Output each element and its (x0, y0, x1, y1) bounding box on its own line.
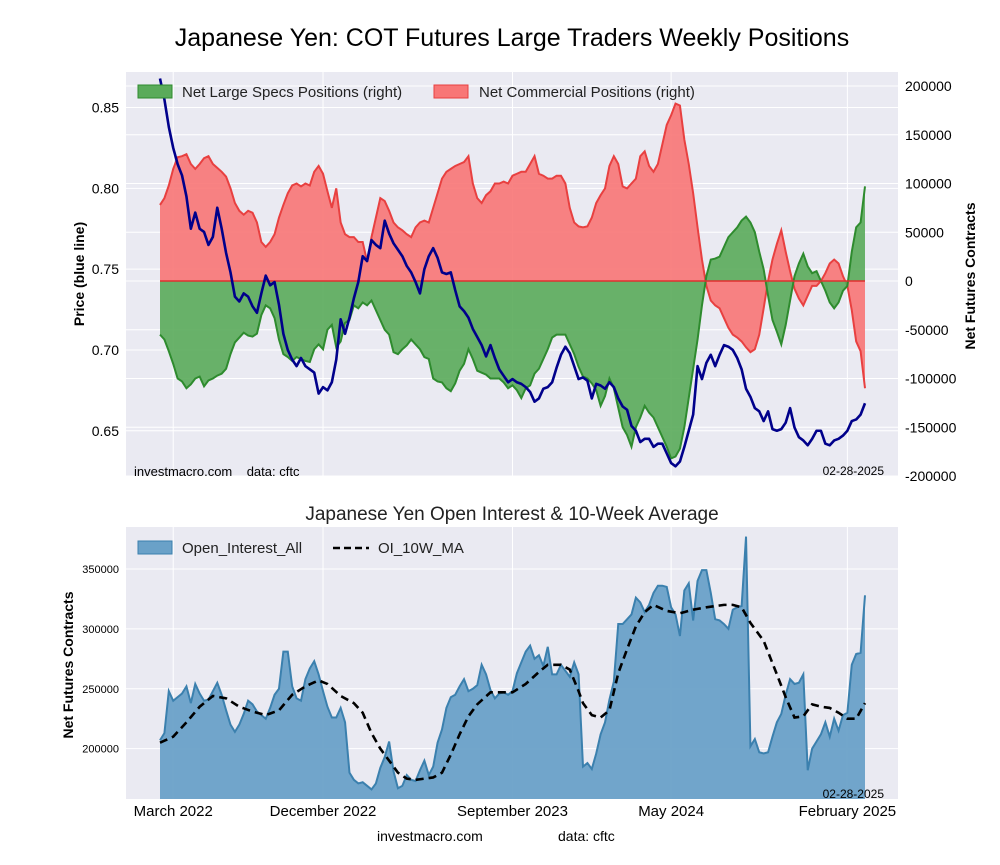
bottom-left-axis: 200000 250000 300000 350000 (82, 564, 119, 756)
top-legend: Net Large Specs Positions (right) Net Co… (137, 84, 695, 101)
top-left-axis-label: Price (blue line) (71, 222, 87, 326)
open-interest-area (160, 536, 865, 799)
right-tick-label: 100000 (905, 176, 952, 192)
x-tick-label: February 2025 (799, 803, 897, 820)
x-tick-label: March 2022 (134, 803, 213, 820)
bottom-left-axis-label: Net Futures Contracts (60, 591, 76, 738)
bottom-legend: Open_Interest_All OI_10W_MA (137, 540, 464, 557)
footer-data: data: cftc (558, 828, 615, 844)
specs-line (159, 186, 866, 460)
top-chart: 0.65 0.70 0.75 0.80 0.85 200000 150000 100000 5… (71, 72, 978, 484)
right-tick-label: 0 (905, 273, 913, 289)
series-net-large-specs (159, 186, 866, 460)
left-tick-label: 0.75 (92, 261, 119, 277)
footer-source: investmacro.com (377, 828, 483, 844)
legend-label-ma: OI_10W_MA (378, 540, 464, 557)
left-tick-label: 0.80 (92, 180, 119, 196)
left-tick-label: 0.65 (92, 423, 119, 439)
bottom-tick-label: 350000 (82, 564, 119, 576)
left-tick-label: 0.70 (92, 342, 119, 358)
right-tick-label: -100000 (905, 371, 957, 387)
legend-label-open-interest: Open_Interest_All (182, 540, 302, 557)
x-tick-label: September 2023 (457, 803, 568, 820)
bottom-tick-label: 300000 (82, 624, 119, 636)
bottom-chart-title: Japanese Yen Open Interest & 10-Week Ave… (305, 504, 718, 525)
right-tick-label: 150000 (905, 127, 952, 143)
right-tick-label: -150000 (905, 419, 957, 435)
commercial-line (159, 102, 866, 389)
series-oi-10w-ma (159, 603, 867, 782)
specs-area (160, 186, 865, 459)
top-right-axis: 200000 150000 100000 50000 0 -50000 -100000 -15… (905, 78, 957, 484)
series-net-commercial (159, 102, 866, 389)
right-tick-label: 200000 (905, 78, 952, 94)
bottom-date-annotation: 02-28-2025 (823, 787, 885, 801)
right-tick-label: -50000 (905, 322, 949, 338)
legend-swatch-open-interest (137, 540, 173, 555)
left-tick-label: 0.85 (92, 100, 119, 116)
legend-swatch-commercial (433, 84, 469, 99)
top-right-axis-label: Net Futures Contracts (962, 202, 978, 349)
series-price (158, 78, 867, 468)
top-left-axis: 0.65 0.70 0.75 0.80 0.85 (92, 100, 119, 439)
right-tick-label: -200000 (905, 468, 957, 484)
ma-line (159, 603, 867, 782)
price-line (158, 78, 867, 468)
legend-label-commercial: Net Commercial Positions (right) (479, 84, 695, 101)
bottom-x-axis: March 2022 December 2022 September 2023 May… (134, 803, 897, 820)
legend-label-specs: Net Large Specs Positions (right) (182, 84, 402, 101)
legend-swatch-specs (137, 84, 173, 99)
x-tick-label: May 2024 (638, 803, 704, 820)
right-tick-label: 50000 (905, 224, 944, 240)
bottom-chart: Japanese Yen Open Interest & 10-Week Ave… (60, 504, 898, 820)
commercial-area (160, 103, 865, 389)
top-date-annotation: 02-28-2025 (823, 464, 885, 478)
figure-title: Japanese Yen: COT Futures Large Traders … (175, 24, 849, 52)
bottom-tick-label: 200000 (82, 744, 119, 756)
bottom-tick-label: 250000 (82, 684, 119, 696)
x-tick-label: December 2022 (270, 803, 377, 820)
top-source-annotation: investmacro.com data: cftc (134, 464, 300, 479)
